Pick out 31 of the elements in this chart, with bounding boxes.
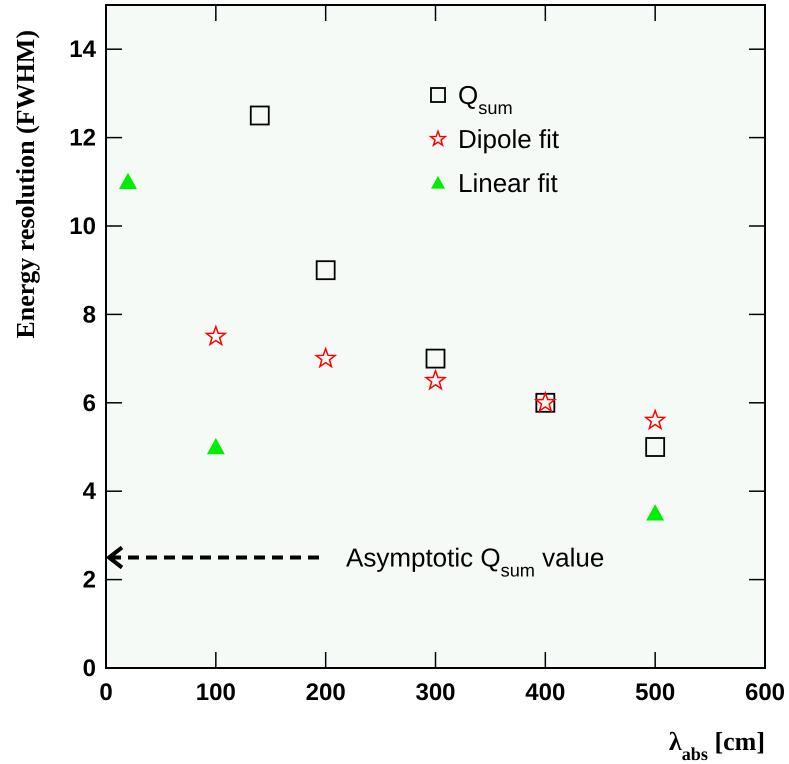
y-tick-label: 14 [69,36,97,64]
y-tick-label: 4 [82,478,97,506]
y-axis-title: Energy resolution (FWHM) [11,30,40,339]
x-tick-label: 500 [635,679,676,706]
ref-line-label: Asymptotic Q$_{sum}$ value [346,542,604,580]
legend-label: Dipole fit [458,124,560,154]
y-tick-label: 0 [82,655,96,682]
point [645,437,666,457]
point [646,504,664,520]
point [250,106,270,126]
y-tick-label: 6 [82,390,96,417]
y-tick-label: 2 [82,566,96,594]
x-tick-label: 200 [306,679,346,706]
legend-label: Linear fit [458,168,558,198]
point [316,348,336,368]
y-tick-label: 8 [82,301,96,328]
x-tick-label: 600 [744,679,786,706]
legend-label: Q$_{sum}$ [458,80,513,118]
y-tick-label: 10 [69,213,96,240]
point [206,438,225,454]
point [118,172,137,189]
x-tick-label: 300 [415,679,456,706]
x-tick-label: 100 [196,679,236,706]
y-tick-label: 12 [69,124,96,152]
point [425,370,446,390]
x-tick-label: 400 [525,679,566,706]
point [206,326,226,346]
x-axis-title: λ$_{abs}$ [cm] [668,727,765,764]
point [645,410,666,430]
point [426,348,446,368]
point [316,260,336,280]
